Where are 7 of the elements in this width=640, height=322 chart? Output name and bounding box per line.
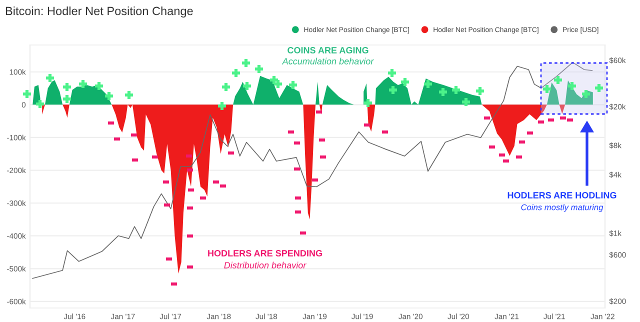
annotation: COINS ARE AGING [288, 47, 368, 54]
annotation: HODLERS ARE SPENDING [208, 250, 322, 256]
annotation: Coins mostly maturing [521, 204, 604, 212]
annotation: HODLERS ARE HODLING [508, 192, 616, 198]
annotation: Distribution behavior [224, 262, 306, 268]
annotation: Accumulation behavior [282, 58, 374, 64]
chart-title: Bitcoin: Hodler Net Position Change [6, 6, 193, 18]
